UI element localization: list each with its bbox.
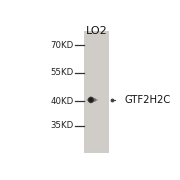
Text: 55KD: 55KD [50, 68, 73, 77]
Text: 70KD: 70KD [50, 41, 73, 50]
Text: GTF2H2C: GTF2H2C [124, 95, 171, 105]
Ellipse shape [87, 98, 96, 102]
Ellipse shape [87, 98, 98, 101]
Ellipse shape [88, 97, 94, 103]
Ellipse shape [89, 97, 93, 103]
Bar [84, 31, 109, 153]
Text: LO2: LO2 [86, 26, 108, 37]
Text: 35KD: 35KD [50, 121, 73, 130]
Text: 40KD: 40KD [50, 97, 73, 106]
